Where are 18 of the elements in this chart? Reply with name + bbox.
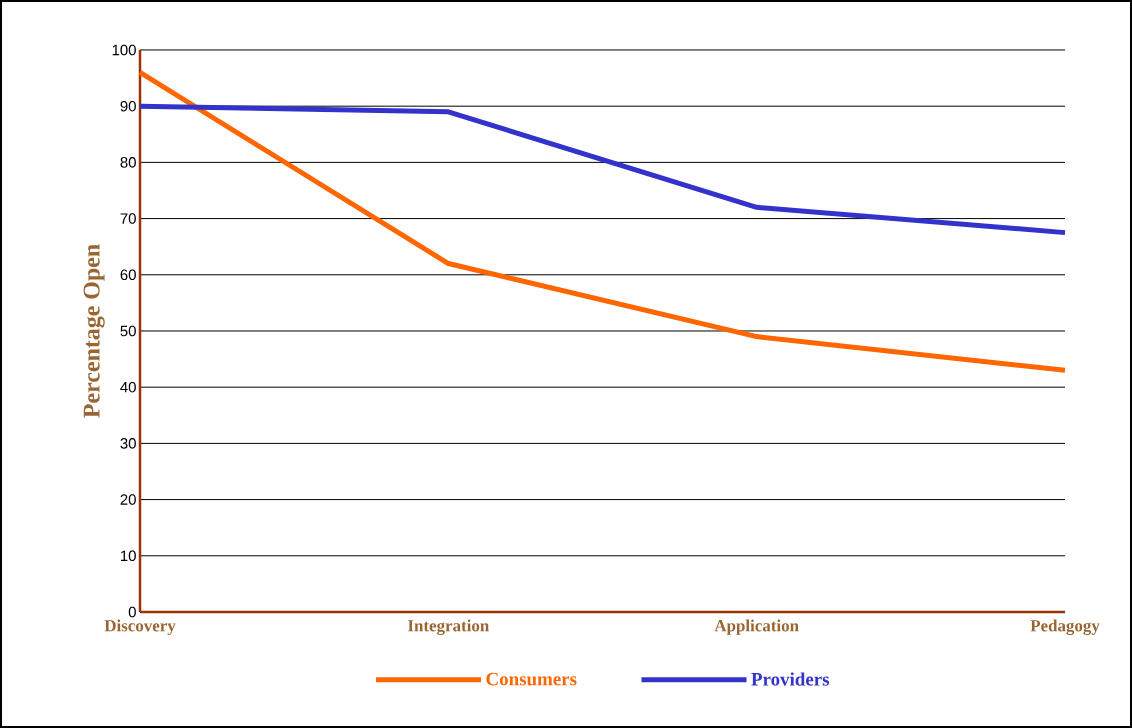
text: Providers [751,672,830,686]
y-tick-label: 70 [120,213,136,224]
y-tick-label: 50 [120,325,136,337]
y-tick-label: 90 [120,100,136,112]
y-tick-label: 80 [120,157,136,168]
y-tick-label: 20 [120,494,136,505]
y-tick-label: 0 [128,606,136,618]
x-tick-label: Discovery [104,619,176,635]
text: Consumers [486,672,577,686]
x-tick-label: Pedagogy [1030,619,1100,635]
y-axis-title: Percentage Open [83,244,105,418]
x-tick-label: Integration [408,619,490,635]
y-tick-label: 60 [120,269,136,281]
y-tick-label: 40 [120,381,136,393]
y-tick-label: 10 [121,550,136,562]
y-tick-label: 100 [112,44,136,56]
y-tick-label: 30 [120,438,136,449]
x-tick-label: Application [714,619,799,635]
